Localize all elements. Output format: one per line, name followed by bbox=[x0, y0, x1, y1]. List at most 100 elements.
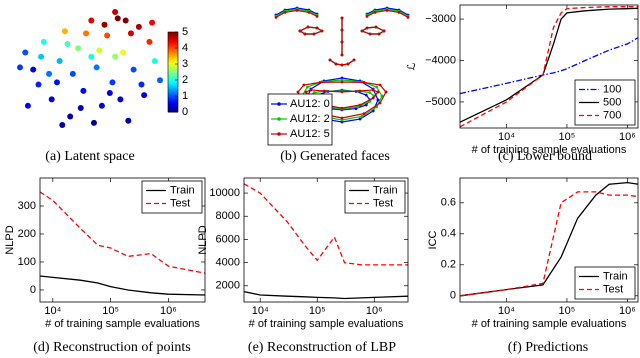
landmark-point bbox=[322, 89, 326, 93]
landmark-point bbox=[340, 118, 344, 122]
legend-label: AU12: 5 bbox=[290, 128, 330, 140]
scatter-point bbox=[141, 92, 148, 99]
colorbar-segment bbox=[168, 100, 178, 103]
colorbar-segment bbox=[168, 98, 178, 101]
scatter-point bbox=[127, 30, 134, 37]
colorbar-segment bbox=[168, 48, 178, 51]
scatter-point bbox=[149, 19, 156, 26]
colorbar-segment bbox=[168, 32, 178, 35]
scatter-point bbox=[69, 70, 76, 77]
scatter-point bbox=[135, 23, 142, 30]
scatter-point bbox=[114, 15, 121, 22]
scatter-point bbox=[106, 90, 113, 97]
landmark-point bbox=[340, 76, 344, 80]
caption: (f) Predictions bbox=[508, 340, 588, 355]
landmark-point bbox=[306, 25, 310, 29]
scatter-point bbox=[138, 81, 145, 88]
legend-label: 100 bbox=[603, 83, 621, 95]
landmark-point bbox=[354, 107, 358, 110]
landmark-point bbox=[365, 15, 369, 18]
y-tick-label: 100 bbox=[18, 256, 36, 268]
x-tick-label: 10⁵ bbox=[309, 305, 326, 317]
landmark-point bbox=[360, 114, 364, 118]
plot-frame bbox=[459, 4, 639, 129]
y-tick-label: 0 bbox=[30, 284, 36, 296]
landmark-point bbox=[362, 81, 366, 84]
scatter-point bbox=[93, 64, 100, 71]
landmark-point bbox=[377, 32, 381, 36]
legend-label: Train bbox=[373, 184, 398, 196]
landmark-point bbox=[380, 94, 384, 98]
series-line bbox=[459, 6, 638, 128]
y-tick-label: 300 bbox=[18, 200, 36, 212]
colorbar-segment bbox=[168, 52, 178, 55]
landmark-point bbox=[340, 90, 344, 94]
colorbar-segment bbox=[168, 102, 178, 105]
y-tick-label: −4000 bbox=[425, 54, 456, 66]
scatter-point bbox=[98, 102, 105, 109]
colorbar-frame bbox=[167, 31, 179, 113]
colorbar-segment bbox=[168, 62, 178, 65]
plot-frame bbox=[243, 177, 409, 303]
scatter-point bbox=[88, 53, 95, 60]
y-tick-label: 0 bbox=[450, 290, 456, 302]
scatter-point bbox=[109, 79, 116, 86]
x-tick-label: 10⁵ bbox=[559, 305, 576, 317]
x-axis-label: # of training sample evaluations bbox=[249, 318, 404, 330]
colorbar-segment bbox=[168, 66, 178, 69]
landmark-point bbox=[397, 11, 401, 14]
landmark-point bbox=[360, 29, 364, 33]
scatter-point bbox=[120, 49, 127, 56]
legend-marker bbox=[277, 117, 281, 121]
landmark-point bbox=[283, 11, 287, 14]
legend-label: Test bbox=[170, 197, 190, 209]
x-axis-label: # of training sample evaluations bbox=[472, 144, 627, 156]
colorbar-segment bbox=[168, 74, 178, 77]
scatter-point bbox=[146, 38, 153, 45]
legend-box bbox=[574, 266, 636, 300]
series-line bbox=[243, 290, 409, 300]
landmark-point bbox=[296, 90, 300, 94]
y-tick-label: 8000 bbox=[216, 210, 240, 222]
landmark-point bbox=[334, 62, 338, 66]
series-line bbox=[243, 183, 408, 266]
scatter-point bbox=[112, 9, 119, 15]
colorbar-segment bbox=[168, 86, 178, 89]
landmark-point bbox=[382, 29, 386, 33]
colorbar-segment bbox=[168, 78, 178, 81]
scatter-point bbox=[35, 81, 42, 88]
legend-label: Train bbox=[170, 184, 195, 196]
landmark-point bbox=[340, 106, 344, 110]
legend-label: Test bbox=[603, 283, 623, 295]
colorbar-segment bbox=[168, 44, 178, 47]
scatter-point bbox=[157, 77, 163, 84]
y-tick-label: 2000 bbox=[216, 280, 240, 292]
landmark-point bbox=[340, 28, 344, 32]
series-line bbox=[459, 191, 639, 297]
plot-frame bbox=[39, 177, 206, 303]
colorbar-segment bbox=[168, 60, 178, 63]
landmark-point bbox=[358, 89, 362, 93]
colorbar-segment bbox=[168, 40, 178, 43]
scatter-point bbox=[59, 122, 66, 128]
y-axis-label: ℒ bbox=[406, 62, 418, 70]
scatter-point bbox=[61, 28, 68, 35]
y-axis-label: NLPD bbox=[4, 225, 16, 254]
landmark-point bbox=[305, 85, 309, 89]
landmark-point bbox=[364, 93, 368, 97]
landmark-point bbox=[340, 80, 344, 84]
x-tick-label: 10⁴ bbox=[498, 131, 515, 143]
colorbar-segment bbox=[168, 82, 178, 85]
face-landmarks bbox=[299, 26, 324, 35]
colorbar-segment bbox=[168, 94, 178, 97]
scatter-point bbox=[75, 45, 82, 52]
x-tick-label: 10⁶ bbox=[160, 305, 177, 317]
scatter-point bbox=[151, 58, 158, 65]
series-line bbox=[459, 37, 639, 95]
landmark-point bbox=[303, 32, 307, 36]
colorbar-tick-label: 4 bbox=[182, 42, 188, 54]
landmark-point bbox=[340, 63, 344, 67]
scatter-point bbox=[53, 79, 60, 86]
caption: (b) Generated faces bbox=[280, 149, 390, 164]
colorbar-segment bbox=[168, 76, 178, 79]
